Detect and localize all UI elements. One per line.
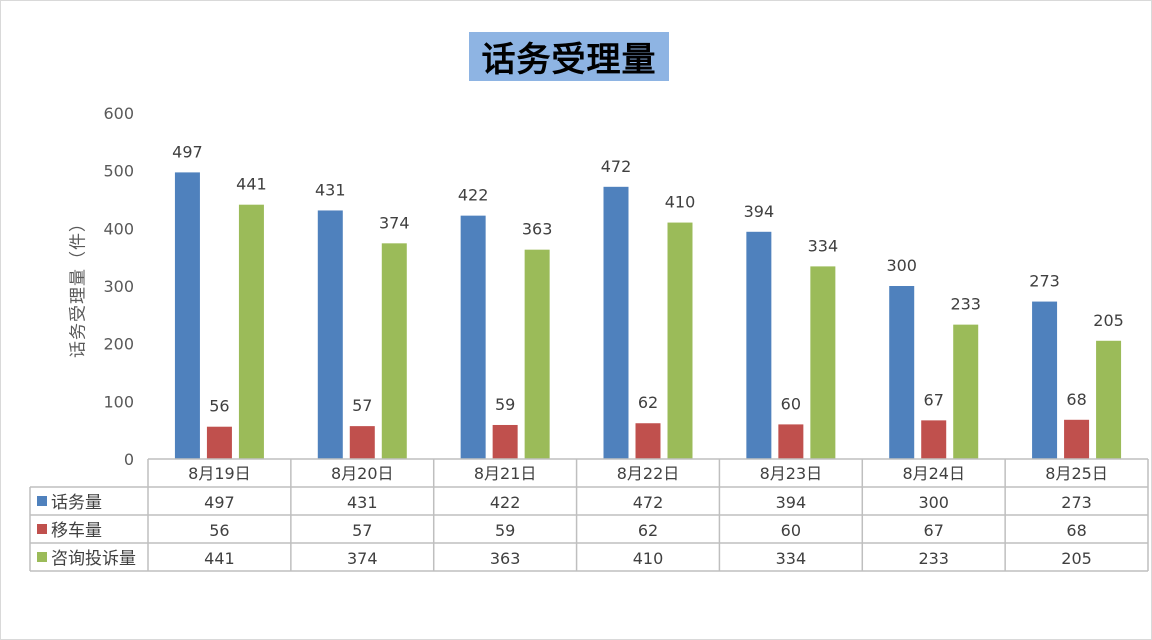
bar	[810, 266, 836, 459]
y-tick-label: 200	[103, 335, 134, 354]
bar	[349, 426, 375, 459]
x-tick-label: 8月23日	[760, 464, 823, 483]
table-cell: 59	[495, 521, 515, 540]
data-label: 60	[781, 394, 801, 413]
table-cell: 422	[490, 493, 521, 512]
x-tick-label: 8月25日	[1045, 464, 1108, 483]
table-cell: 363	[490, 549, 521, 568]
table-cell: 62	[638, 521, 658, 540]
legend-label: 咨询投诉量	[51, 549, 136, 569]
bar	[667, 222, 693, 459]
bar	[206, 426, 232, 459]
legend-label: 移车量	[51, 521, 102, 541]
table-cell: 300	[918, 493, 949, 512]
table-cell: 68	[1066, 521, 1086, 540]
bar	[1064, 419, 1090, 459]
y-tick-label: 100	[103, 392, 134, 411]
bar	[524, 249, 550, 459]
bar	[1096, 340, 1122, 459]
chart-title: 话务受理量	[481, 40, 657, 80]
data-label: 422	[458, 186, 489, 205]
data-label: 441	[236, 175, 267, 194]
table-cell: 56	[209, 521, 229, 540]
legend-key	[37, 496, 47, 506]
bar	[953, 324, 979, 459]
data-label: 363	[522, 220, 553, 239]
bar	[238, 204, 264, 459]
table-cell: 497	[204, 493, 235, 512]
data-label: 410	[665, 193, 696, 212]
x-tick-label: 8月24日	[902, 464, 965, 483]
data-label: 67	[924, 390, 944, 409]
table-cell: 431	[347, 493, 378, 512]
data-label: 394	[744, 202, 775, 221]
table-cell: 67	[924, 521, 944, 540]
y-tick-label: 300	[103, 277, 134, 296]
x-tick-label: 8月21日	[474, 464, 537, 483]
table-cell: 273	[1061, 493, 1092, 512]
data-label: 497	[172, 142, 203, 161]
bar	[603, 186, 629, 459]
table-cell: 233	[918, 549, 949, 568]
x-tick-label: 8月20日	[331, 464, 394, 483]
bar	[492, 424, 518, 459]
data-label: 233	[950, 295, 981, 314]
data-label: 374	[379, 213, 410, 232]
legend-key	[37, 552, 47, 562]
y-tick-label: 0	[124, 450, 134, 469]
table-cell: 394	[776, 493, 807, 512]
data-label: 62	[638, 393, 658, 412]
table-cell: 441	[204, 549, 235, 568]
bar	[460, 215, 486, 459]
bar	[381, 243, 407, 459]
data-label: 300	[886, 256, 917, 275]
data-label: 472	[601, 157, 632, 176]
legend-label: 话务量	[51, 493, 102, 513]
y-tick-label: 400	[103, 219, 134, 238]
data-label: 334	[808, 236, 839, 255]
bar	[1032, 301, 1058, 459]
legend-key	[37, 524, 47, 534]
data-label: 273	[1029, 272, 1060, 291]
x-tick-label: 8月22日	[617, 464, 680, 483]
bar	[317, 210, 343, 459]
table-cell: 472	[633, 493, 664, 512]
data-label: 431	[315, 180, 346, 199]
data-label: 68	[1066, 390, 1086, 409]
table-cell: 410	[633, 549, 664, 568]
bar	[746, 231, 772, 459]
bar	[921, 420, 947, 459]
table-cell: 57	[352, 521, 372, 540]
y-tick-label: 600	[103, 104, 134, 123]
bar	[174, 172, 200, 459]
table-cell: 334	[776, 549, 807, 568]
table-cell: 60	[781, 521, 801, 540]
data-label: 56	[209, 397, 229, 416]
table-cell: 205	[1061, 549, 1092, 568]
data-label: 59	[495, 395, 515, 414]
x-tick-label: 8月19日	[188, 464, 251, 483]
bar	[889, 286, 915, 459]
table-cell: 374	[347, 549, 378, 568]
data-label: 57	[352, 396, 372, 415]
y-tick-label: 500	[103, 162, 134, 181]
bar	[778, 424, 804, 459]
chart-title-box: 话务受理量	[469, 32, 669, 81]
bar	[635, 423, 661, 459]
data-label: 205	[1093, 311, 1124, 330]
